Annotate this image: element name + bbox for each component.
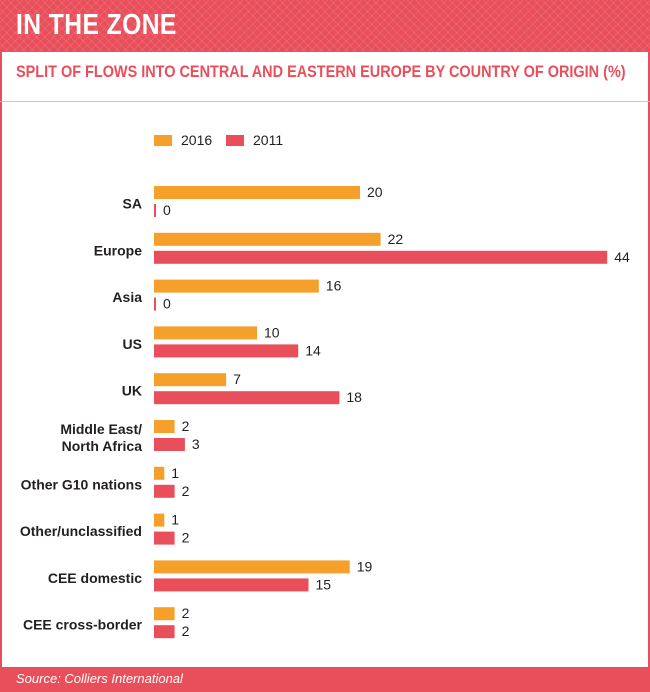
- bar-2011: [154, 391, 340, 405]
- category-label: Europe: [94, 242, 142, 258]
- data-label-2016: 22: [388, 231, 404, 247]
- bar-2011: [154, 625, 175, 639]
- bar-2011: [154, 484, 175, 498]
- page-title: IN THE ZONE: [16, 9, 177, 41]
- bar-2011: [154, 578, 309, 592]
- bar-2011: [154, 438, 185, 451]
- data-label-2016: 10: [264, 324, 280, 340]
- source-note: Source: Colliers International: [16, 671, 183, 686]
- data-label-2016: 19: [357, 558, 373, 574]
- legend-swatch-2016: [154, 135, 172, 146]
- bar-2011: [154, 531, 175, 545]
- bar-2016: [154, 420, 175, 433]
- category-label: SA: [123, 196, 142, 212]
- header-banner: IN THE ZONE: [0, 0, 650, 52]
- legend-label-2011: 2011: [253, 132, 283, 148]
- bar-2016: [154, 560, 350, 574]
- data-label-2011: 44: [614, 249, 630, 265]
- data-label-2016: 1: [171, 512, 179, 528]
- data-label-2016: 1: [171, 465, 179, 481]
- category-label: CEE cross-border: [23, 617, 143, 633]
- data-label-2011: 0: [163, 296, 171, 312]
- data-label-2011: 2: [182, 623, 190, 639]
- data-label-2011: 15: [316, 576, 332, 592]
- bar-2016: [154, 326, 257, 340]
- bar-2016: [154, 186, 360, 199]
- bar-2016: [154, 607, 175, 621]
- legend-label-2016: 2016: [181, 132, 212, 148]
- data-label-2011: 18: [346, 389, 362, 405]
- bar-2011: [154, 204, 156, 217]
- category-label: Other G10 nations: [21, 476, 143, 492]
- data-label-2011: 2: [182, 483, 190, 499]
- data-label-2016: 2: [182, 605, 190, 621]
- bar-2011: [154, 344, 299, 358]
- divider: [0, 101, 650, 102]
- data-label-2016: 7: [233, 371, 241, 387]
- bar-2011: [154, 297, 156, 311]
- category-label: North Africa: [62, 438, 143, 454]
- data-label-2016: 20: [367, 184, 383, 200]
- category-label: UK: [122, 383, 142, 399]
- category-label: CEE domestic: [48, 570, 142, 586]
- data-label-2011: 3: [192, 436, 200, 452]
- chart-title: SPLIT OF FLOWS INTO CENTRAL AND EASTERN …: [16, 62, 626, 81]
- data-label-2011: 0: [163, 202, 171, 218]
- data-label-2011: 2: [182, 530, 190, 546]
- bar-2016: [154, 232, 381, 246]
- footer-bar: Source: Colliers International: [0, 667, 650, 692]
- bar-2016: [154, 466, 165, 480]
- category-label: Other/unclassified: [20, 523, 142, 539]
- bar-2016: [154, 279, 319, 293]
- bar-2011: [154, 250, 608, 264]
- data-label-2011: 14: [305, 342, 321, 358]
- category-label: Middle East/: [60, 421, 142, 437]
- category-label: Asia: [112, 289, 142, 305]
- legend-swatch-2011: [226, 135, 244, 146]
- bar-2016: [154, 373, 227, 387]
- data-label-2016: 2: [182, 418, 190, 434]
- data-label-2016: 16: [326, 278, 342, 294]
- bar-2016: [154, 513, 165, 527]
- category-label: US: [123, 336, 142, 352]
